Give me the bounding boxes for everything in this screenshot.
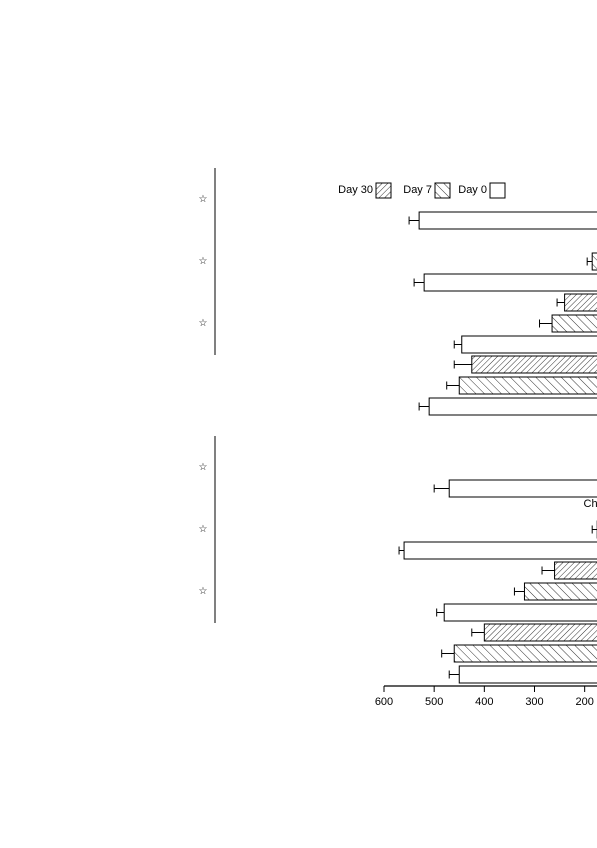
- bar-g2-c4-day-0: [418, 211, 597, 230]
- significance-marker-g1-c2: ☆: [199, 586, 208, 597]
- y-tick-label-200: 200: [575, 696, 593, 708]
- y-tick-label-500: 500: [425, 696, 443, 708]
- rotated-plot: 0100200300400500600 Cholesterol (mg/dl) …: [199, 168, 597, 708]
- legend-swatch-day-30: [375, 182, 392, 199]
- bar-g1-c3-day-0: [403, 541, 597, 560]
- bar-g2-c1-day-30: [471, 355, 597, 374]
- bar-g2-c2-day-7: [551, 314, 597, 333]
- bar-g2-c1-day-7: [458, 376, 597, 395]
- bar-g1-c2-day-0: [443, 603, 597, 622]
- significance-marker-g2-c2: ☆: [199, 318, 208, 329]
- significance-marker-g1-c3: ☆: [199, 524, 208, 535]
- legend-swatch-day-7: [434, 182, 451, 199]
- y-tick-label-400: 400: [475, 696, 493, 708]
- legend-label-day-7: Day 7: [403, 184, 432, 196]
- significance-markers: ☆ ☆ ☆ ☆ ☆ ☆: [199, 168, 216, 623]
- legend: Day 0 Day 7 Day 30: [338, 182, 506, 199]
- bar-g2-c2-day-30: [564, 293, 597, 312]
- y-ticks: 0100200300400500600: [375, 686, 594, 708]
- bar-g1-c2-day-30: [554, 561, 597, 580]
- bar-g2-c2-day-0: [461, 335, 597, 354]
- legend-label-day-0: Day 0: [458, 184, 487, 196]
- bar-g1-c1-day-0: [458, 665, 597, 684]
- bar-g1-c1-day-7: [453, 644, 597, 663]
- significance-marker-g2-c3: ☆: [199, 256, 208, 267]
- bar-g1-c4-day-0: [448, 479, 597, 498]
- significance-marker-g1-c4: ☆: [199, 462, 208, 473]
- legend-swatch-day-0: [489, 182, 506, 199]
- bar-g2-c3-day-0: [423, 273, 597, 292]
- y-tick-label-600: 600: [375, 696, 393, 708]
- bar-g1-c2-day-7: [523, 582, 597, 601]
- legend-label-day-30: Day 30: [338, 184, 373, 196]
- bar-g2-c1-day-0: [428, 397, 597, 416]
- bar-g1-c1-day-30: [483, 623, 597, 642]
- bars: [398, 211, 597, 684]
- bar-g2-c3-day-7: [591, 252, 597, 271]
- y-axis-label: Cholesterol (mg/dl): [584, 498, 597, 510]
- significance-marker-g2-c4: ☆: [199, 194, 208, 205]
- y-tick-label-300: 300: [525, 696, 543, 708]
